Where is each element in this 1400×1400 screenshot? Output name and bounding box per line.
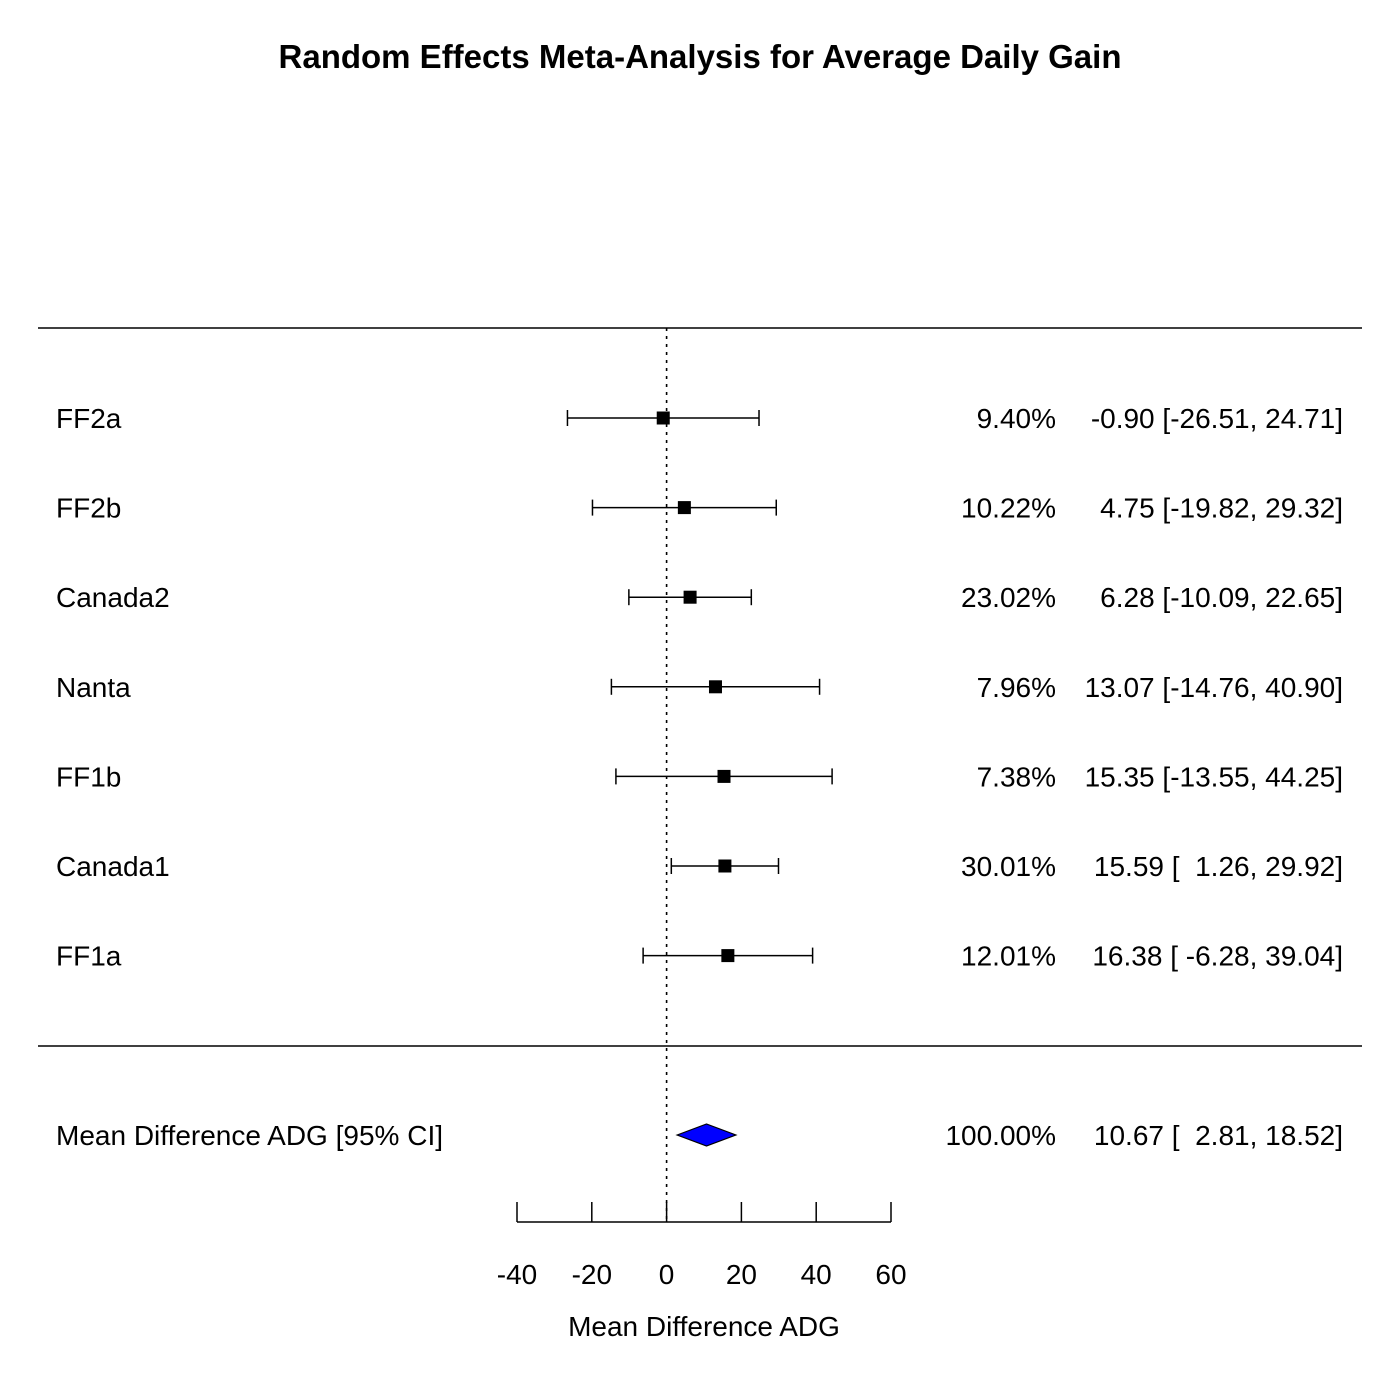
study-row: FF1a 12.01% 16.38 [ -6.28, 39.04]: [56, 941, 1343, 972]
x-tick-label: 40: [801, 1259, 832, 1290]
chart-title: Random Effects Meta-Analysis for Average…: [279, 38, 1122, 75]
effect-ci-label: 6.28 [-10.09, 22.65]: [1100, 582, 1343, 613]
x-axis: -40 -20 0 20 40 60: [497, 1202, 907, 1290]
point-estimate-marker: [721, 949, 735, 963]
point-estimate-marker: [718, 859, 732, 873]
x-tick-label: 60: [875, 1259, 906, 1290]
effect-ci-label: 13.07 [-14.76, 40.90]: [1085, 672, 1343, 703]
effect-ci-label: 16.38 [ -6.28, 39.04]: [1092, 941, 1343, 972]
x-tick-label: -20: [572, 1259, 612, 1290]
study-row: Canada2 23.02% 6.28 [-10.09, 22.65]: [56, 582, 1343, 613]
study-label: Canada1: [56, 851, 170, 882]
study-label: FF2a: [56, 403, 122, 434]
weight-label: 12.01%: [961, 941, 1056, 972]
study-label: Nanta: [56, 672, 131, 703]
point-estimate-marker: [677, 501, 691, 515]
study-label: FF1b: [56, 761, 121, 792]
study-row: FF2b 10.22% 4.75 [-19.82, 29.32]: [56, 493, 1343, 524]
x-tick-label: 20: [726, 1259, 757, 1290]
study-label: FF1a: [56, 941, 122, 972]
study-row: FF2a 9.40% -0.90 [-26.51, 24.71]: [56, 403, 1343, 434]
weight-label: 7.96%: [977, 672, 1056, 703]
effect-ci-label: 15.35 [-13.55, 44.25]: [1085, 761, 1343, 792]
weight-label: 9.40%: [977, 403, 1056, 434]
point-estimate-marker: [656, 411, 670, 425]
weight-label: 23.02%: [961, 582, 1056, 613]
study-row: Canada1 30.01% 15.59 [ 1.26, 29.92]: [56, 851, 1343, 882]
study-label: Canada2: [56, 582, 170, 613]
effect-ci-label: 4.75 [-19.82, 29.32]: [1100, 493, 1343, 524]
effect-ci-label: 15.59 [ 1.26, 29.92]: [1094, 851, 1343, 882]
x-axis-title: Mean Difference ADG: [568, 1311, 840, 1342]
summary-effect-ci-label: 10.67 [ 2.81, 18.52]: [1094, 1120, 1343, 1151]
study-row: FF1b 7.38% 15.35 [-13.55, 44.25]: [56, 761, 1343, 792]
study-row: Nanta 7.96% 13.07 [-14.76, 40.90]: [56, 672, 1343, 703]
summary-weight-label: 100.00%: [945, 1120, 1056, 1151]
weight-label: 30.01%: [961, 851, 1056, 882]
summary-diamond: [675, 1123, 738, 1147]
x-tick-label: 0: [659, 1259, 675, 1290]
study-rows: FF2a 9.40% -0.90 [-26.51, 24.71] FF2b 10.22%…: [56, 403, 1343, 972]
summary-row: Mean Difference ADG [95% CI] 100.00% 10.67…: [56, 1120, 1343, 1151]
summary-label: Mean Difference ADG [95% CI]: [56, 1120, 443, 1151]
weight-label: 7.38%: [977, 761, 1056, 792]
study-label: FF2b: [56, 493, 121, 524]
point-estimate-marker: [708, 680, 722, 694]
point-estimate-marker: [683, 590, 697, 604]
point-estimate-marker: [717, 769, 731, 783]
weight-label: 10.22%: [961, 493, 1056, 524]
effect-ci-label: -0.90 [-26.51, 24.71]: [1091, 403, 1343, 434]
x-tick-label: -40: [497, 1259, 537, 1290]
